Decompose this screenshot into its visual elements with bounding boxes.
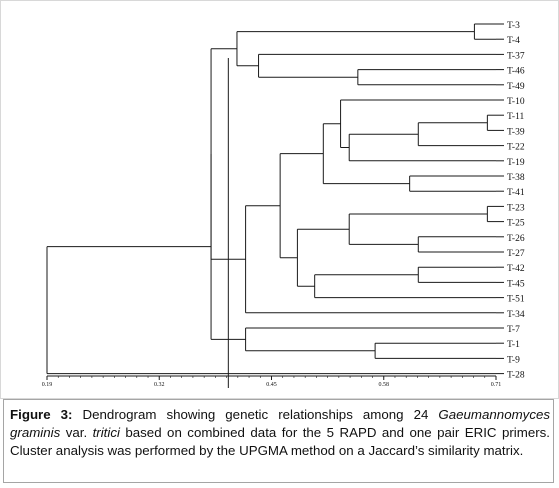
leaf-label: T-4: [507, 36, 520, 46]
leaf-label: T-49: [507, 82, 525, 92]
caption-label: Figure 3:: [10, 407, 73, 422]
axis-tick-label: 0.71: [491, 382, 502, 388]
leaf-label: T-10: [507, 97, 525, 107]
caption-italic-1: Gaeumannomyces graminis: [10, 407, 551, 440]
dendrogram-tree: [46, 23, 504, 388]
axis-tick-label: 0.19: [42, 382, 53, 388]
axis-tick-label: 0.32: [154, 382, 165, 388]
leaf-label: T-22: [507, 143, 525, 153]
leaf-label: T-37: [507, 51, 525, 61]
caption-text-2: var.: [60, 425, 93, 440]
leaf-label: T-7: [507, 325, 520, 335]
leaf-label: T-39: [507, 127, 525, 137]
leaf-label: T-3: [507, 21, 520, 31]
leaf-label: T-46: [507, 67, 525, 77]
leaf-label: T-27: [507, 249, 525, 259]
leaf-label: T-11: [507, 112, 524, 122]
leaf-labels: T-3 T-4 T-37 T-46 T-49 T-10 T-11 T-39 T-22 T-19 T-…: [507, 21, 525, 381]
leaf-label: T-25: [507, 219, 525, 229]
leaf-label: T-19: [507, 158, 525, 168]
leaf-label: T-26: [507, 234, 525, 244]
leaf-label: T-45: [507, 279, 525, 289]
leaf-label: T-42: [507, 264, 525, 274]
leaf-label: T-34: [507, 310, 525, 320]
axis-tick-label: 0.45: [266, 382, 277, 388]
leaf-label: T-41: [507, 188, 525, 198]
figure-frame: [0, 0, 559, 399]
leaf-label: T-23: [507, 203, 525, 213]
leaf-label: T-9: [507, 355, 520, 365]
figure-caption: Figure 3: Dendrogram showing genetic rel…: [10, 406, 550, 460]
axis-tick-label: 0.58: [379, 382, 390, 388]
leaf-label: T-28: [507, 371, 525, 381]
caption-box: [3, 399, 554, 483]
caption-italic-2: tritici: [92, 425, 120, 440]
caption-text-1: Dendrogram showing genetic relationships…: [72, 407, 439, 422]
leaf-label: T-38: [507, 173, 525, 183]
leaf-label: T-51: [507, 295, 525, 305]
leaf-label: T-1: [507, 340, 520, 350]
caption-text-3: based on combined data for the 5 RAPD an…: [10, 425, 551, 458]
similarity-axis: 0.19 0.32 0.45 0.58 0.71: [42, 375, 502, 388]
